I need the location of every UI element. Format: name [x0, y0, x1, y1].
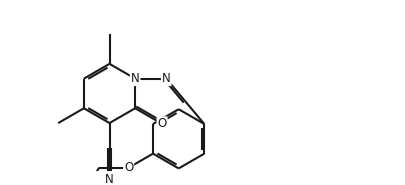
Text: N: N [105, 174, 114, 185]
Text: O: O [124, 161, 133, 174]
Text: N: N [131, 72, 140, 85]
Text: O: O [158, 117, 167, 130]
Text: N: N [162, 72, 171, 85]
